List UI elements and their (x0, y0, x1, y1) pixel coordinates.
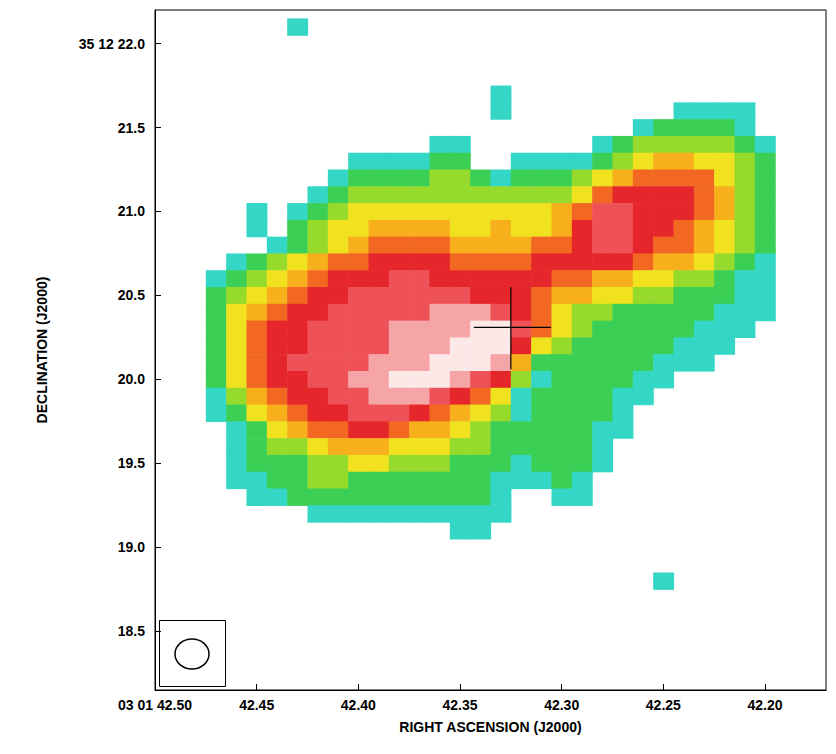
svg-text:21.5: 21.5 (118, 120, 145, 136)
svg-text:18.5: 18.5 (118, 623, 145, 639)
svg-text:20.5: 20.5 (118, 287, 145, 303)
svg-text:20.0: 20.0 (118, 371, 145, 387)
svg-text:42.40: 42.40 (341, 697, 376, 713)
svg-text:21.0: 21.0 (118, 203, 145, 219)
svg-text:42.30: 42.30 (544, 697, 579, 713)
svg-text:DECLINATION (J2000): DECLINATION (J2000) (34, 277, 50, 424)
svg-text:19.0: 19.0 (118, 539, 145, 555)
svg-text:19.5: 19.5 (118, 455, 145, 471)
svg-text:35 12 22.0: 35 12 22.0 (79, 36, 145, 52)
svg-text:42.25: 42.25 (646, 697, 681, 713)
svg-text:RIGHT ASCENSION (J2000): RIGHT ASCENSION (J2000) (399, 719, 581, 735)
svg-text:03 01 42.50: 03 01 42.50 (118, 697, 192, 713)
svg-text:42.20: 42.20 (747, 697, 782, 713)
svg-text:42.35: 42.35 (442, 697, 477, 713)
svg-text:42.45: 42.45 (239, 697, 274, 713)
